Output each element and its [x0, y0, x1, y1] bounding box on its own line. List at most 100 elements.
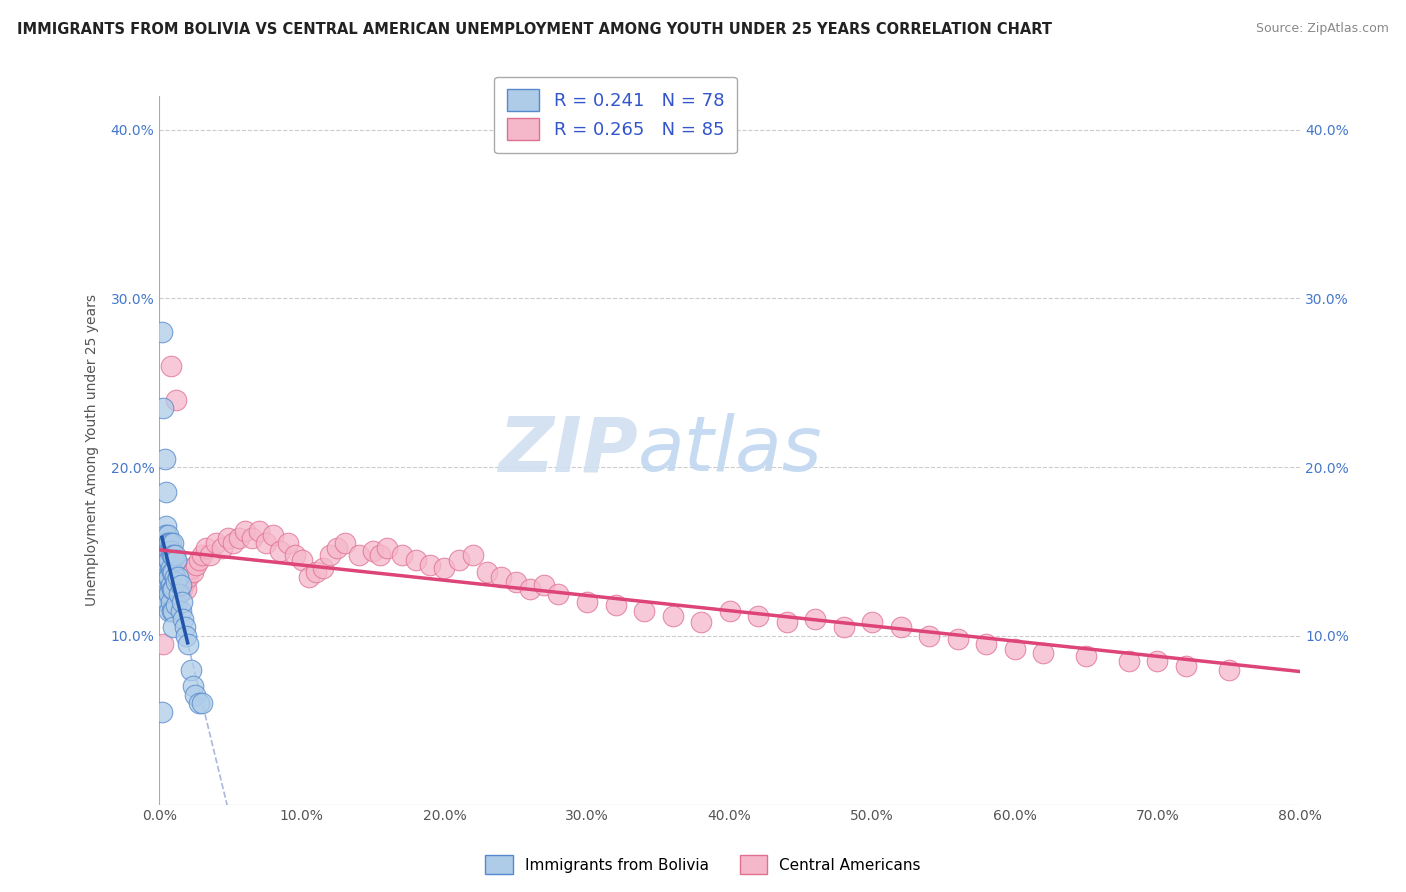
Point [174, 629, 197, 643]
Point [157, 570, 180, 584]
Point [222, 536, 245, 550]
Point [1032, 646, 1054, 660]
Point [188, 697, 211, 711]
Point [661, 608, 683, 623]
Point [186, 558, 208, 572]
Point [491, 570, 513, 584]
Point [547, 587, 569, 601]
Point [160, 582, 183, 596]
Point [162, 595, 184, 609]
Point [159, 578, 181, 592]
Point [305, 565, 328, 579]
Text: atlas: atlas [638, 413, 823, 487]
Point [174, 582, 197, 596]
Point [152, 578, 174, 592]
Point [180, 663, 202, 677]
Point [162, 536, 184, 550]
Point [776, 615, 799, 630]
Text: Source: ZipAtlas.com: Source: ZipAtlas.com [1256, 22, 1389, 36]
Point [156, 578, 179, 592]
Point [946, 632, 969, 647]
Point [291, 553, 314, 567]
Point [890, 620, 912, 634]
Point [170, 595, 193, 609]
Point [188, 553, 211, 567]
Point [240, 531, 263, 545]
Point [195, 541, 218, 555]
Point [276, 536, 298, 550]
Point [375, 541, 398, 555]
Point [200, 548, 222, 562]
Point [1175, 659, 1198, 673]
Point [163, 548, 186, 562]
Point [153, 587, 176, 601]
Point [832, 620, 855, 634]
Point [156, 536, 179, 550]
Point [205, 536, 228, 550]
Point [747, 608, 769, 623]
Point [167, 587, 190, 601]
Point [173, 620, 195, 634]
Point [160, 548, 183, 562]
Point [1118, 654, 1140, 668]
Point [155, 553, 177, 567]
Point [152, 637, 174, 651]
Legend: R = 0.241   N = 78, R = 0.265   N = 85: R = 0.241 N = 78, R = 0.265 N = 85 [494, 77, 737, 153]
Point [233, 524, 256, 539]
Point [153, 451, 176, 466]
Point [162, 620, 184, 634]
Point [159, 536, 181, 550]
Point [391, 548, 413, 562]
Point [152, 578, 174, 592]
Point [156, 570, 179, 584]
Point [162, 603, 184, 617]
Point [159, 359, 181, 373]
Point [156, 587, 179, 601]
Point [159, 595, 181, 609]
Point [152, 401, 174, 415]
Point [228, 531, 250, 545]
Point [170, 582, 193, 596]
Point [1218, 663, 1240, 677]
Point [153, 578, 176, 592]
Point [1076, 649, 1098, 664]
Point [167, 582, 190, 596]
Point [184, 688, 207, 702]
Point [368, 548, 391, 562]
Point [155, 561, 177, 575]
Point [150, 553, 173, 567]
Point [162, 565, 184, 579]
Point [262, 527, 284, 541]
Point [180, 561, 202, 575]
Point [433, 561, 456, 575]
Point [475, 565, 498, 579]
Point [150, 705, 173, 719]
Point [447, 553, 470, 567]
Point [155, 570, 177, 584]
Point [860, 615, 883, 630]
Point [156, 527, 179, 541]
Point [163, 570, 186, 584]
Point [155, 519, 177, 533]
Point [361, 544, 384, 558]
Point [165, 578, 187, 592]
Point [505, 574, 527, 589]
Point [169, 578, 191, 592]
Point [176, 637, 198, 651]
Point [155, 485, 177, 500]
Point [254, 536, 277, 550]
Point [165, 553, 187, 567]
Point [153, 570, 176, 584]
Point [1004, 642, 1026, 657]
Point [155, 544, 177, 558]
Point [172, 570, 194, 584]
Point [284, 548, 307, 562]
Text: IMMIGRANTS FROM BOLIVIA VS CENTRAL AMERICAN UNEMPLOYMENT AMONG YOUTH UNDER 25 YE: IMMIGRANTS FROM BOLIVIA VS CENTRAL AMERI… [17, 22, 1052, 37]
Point [159, 561, 181, 575]
Point [166, 570, 188, 584]
Point [155, 527, 177, 541]
Point [319, 548, 342, 562]
Point [804, 612, 827, 626]
Y-axis label: Unemployment Among Youth under 25 years: Unemployment Among Youth under 25 years [86, 294, 100, 607]
Point [152, 536, 174, 550]
